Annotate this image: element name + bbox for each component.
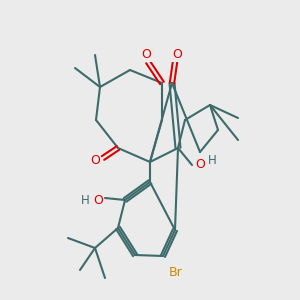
Text: O: O (93, 194, 103, 206)
Text: O: O (141, 47, 151, 61)
Text: O: O (90, 154, 100, 166)
Text: Br: Br (169, 266, 183, 280)
Text: H: H (208, 154, 216, 166)
Text: O: O (172, 47, 182, 61)
Text: H: H (81, 194, 89, 208)
Text: O: O (195, 158, 205, 172)
